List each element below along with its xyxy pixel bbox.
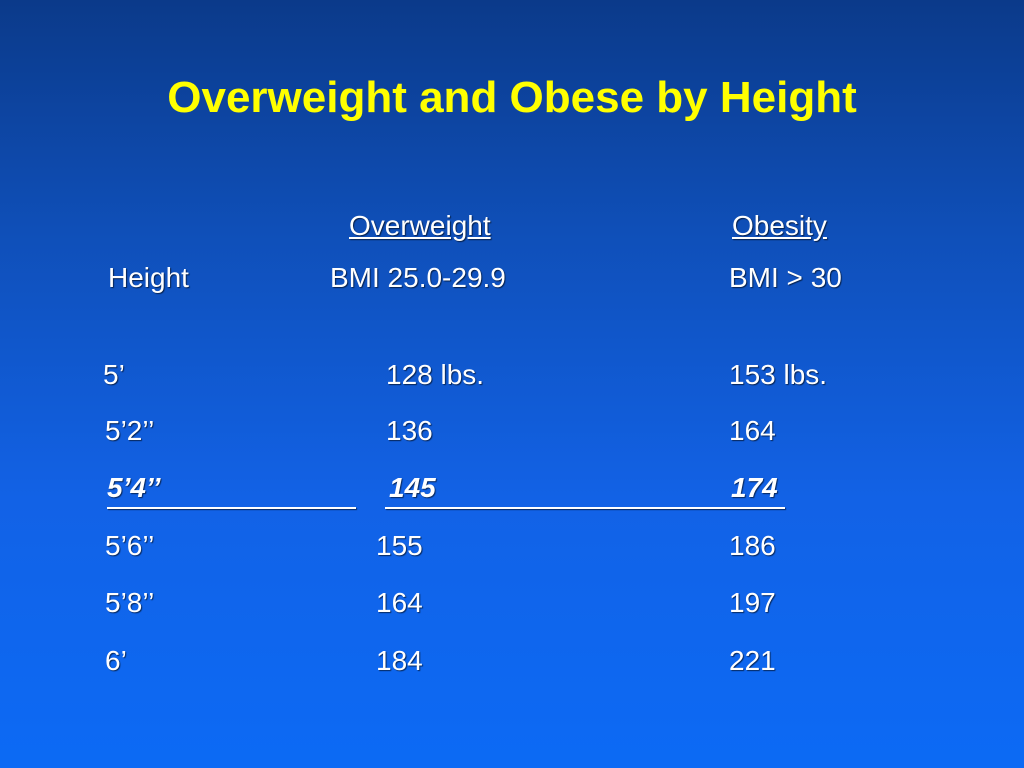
- cell-overweight: 155: [376, 530, 423, 561]
- cell-obesity: 174: [731, 472, 778, 503]
- cell-obesity: 186: [729, 530, 776, 561]
- cell-obesity: 153 lbs.: [729, 359, 828, 390]
- cell-height: 5’2’’: [105, 415, 155, 446]
- cell-height: 6’: [105, 645, 127, 676]
- cell-height: 5’: [103, 359, 125, 390]
- header-bmi-overweight: BMI 25.0-29.9: [330, 262, 506, 293]
- cell-obesity: 164: [729, 415, 776, 446]
- cell-obesity: 221: [729, 645, 776, 676]
- header-height: Height: [108, 262, 189, 293]
- header-obesity: Obesity: [732, 210, 827, 241]
- cell-overweight: 164: [376, 587, 423, 618]
- highlight-underline: [385, 507, 785, 509]
- cell-overweight: 184: [376, 645, 423, 676]
- cell-overweight: 128 lbs.: [386, 359, 485, 390]
- cell-overweight: 136: [386, 415, 433, 446]
- cell-obesity: 197: [729, 587, 776, 618]
- highlight-underline: [107, 507, 356, 509]
- cell-height: 5’4’’: [107, 472, 161, 503]
- header-overweight: Overweight: [349, 210, 491, 241]
- cell-height: 5’8’’: [105, 587, 155, 618]
- cell-overweight: 145: [389, 472, 436, 503]
- cell-height: 5’6’’: [105, 530, 155, 561]
- header-bmi-obesity: BMI > 30: [729, 262, 842, 293]
- slide-title: Overweight and Obese by Height: [167, 73, 857, 122]
